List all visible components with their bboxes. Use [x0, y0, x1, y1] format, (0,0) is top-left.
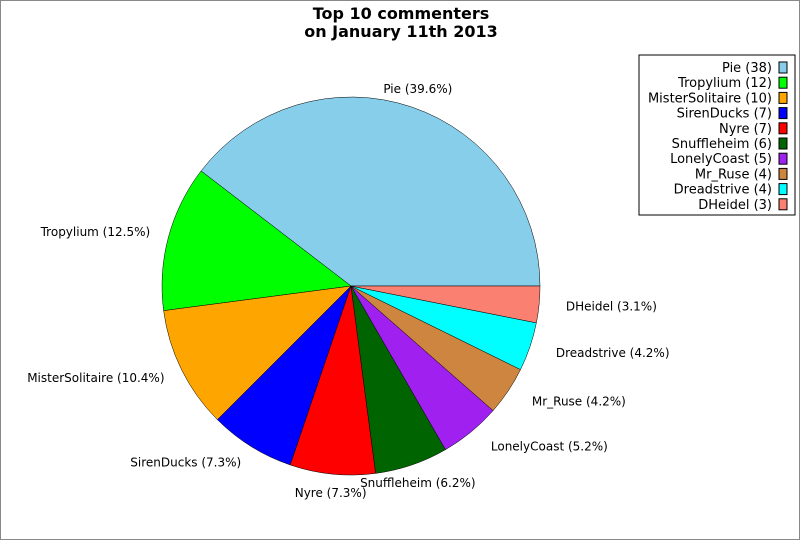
legend-entry: DHeidel (3): [698, 198, 772, 213]
legend-swatch: [778, 198, 788, 211]
legend-entry: MisterSolitaire (10): [648, 91, 772, 106]
legend-entry: Snuffleheim (6): [672, 137, 772, 152]
legend-swatch: [778, 61, 788, 74]
legend-swatch: [778, 167, 788, 180]
legend-entry: LonelyCoast (5): [670, 152, 772, 167]
slice-label: MisterSolitaire (10.4%): [27, 371, 164, 385]
pie-slice-tropylium: [161, 170, 352, 311]
slice-label: Pie (39.6%): [383, 82, 452, 96]
pie-slice-pie: [200, 96, 541, 287]
legend-entry: Dreadstrive (4): [674, 183, 772, 198]
slice-label: LonelyCoast (5.2%): [491, 440, 608, 454]
legend-entry: Mr_Ruse (4): [695, 167, 772, 182]
legend-entry: Pie (38): [722, 61, 772, 76]
legend-swatch: [778, 183, 788, 196]
slice-label: Tropylium (12.5%): [40, 225, 151, 239]
legend-entry: Tropylium (12): [677, 76, 772, 91]
pie-slice-mistersolitaire: [163, 285, 352, 420]
legend-box: [638, 54, 796, 216]
slice-label: Mr_Ruse (4.2%): [532, 395, 626, 409]
legend-swatch: [778, 76, 788, 89]
legend-entry: Nyre (7): [719, 122, 772, 137]
legend: Pie (38)Tropylium (12)MisterSolitaire (1…: [638, 54, 796, 216]
legend-swatch: [778, 91, 788, 104]
chart-title-line-1: Top 10 commenters: [313, 4, 490, 23]
slice-label: Dreadstrive (4.2%): [556, 346, 670, 360]
slice-label: SirenDucks (7.3%): [130, 456, 241, 470]
slice-label: DHeidel (3.1%): [566, 299, 657, 313]
legend-swatch: [778, 152, 788, 165]
legend-swatch: [778, 122, 788, 135]
legend-swatch: [778, 107, 788, 120]
slice-label: Snuffleheim (6.2%): [360, 476, 476, 490]
slice-label: Nyre (7.3%): [295, 486, 367, 500]
legend-entry: SirenDucks (7): [677, 107, 772, 122]
legend-swatch: [778, 137, 788, 150]
chart-title-line-2: on January 11th 2013: [304, 22, 498, 41]
pie-slice-dheidel: [350, 285, 541, 324]
